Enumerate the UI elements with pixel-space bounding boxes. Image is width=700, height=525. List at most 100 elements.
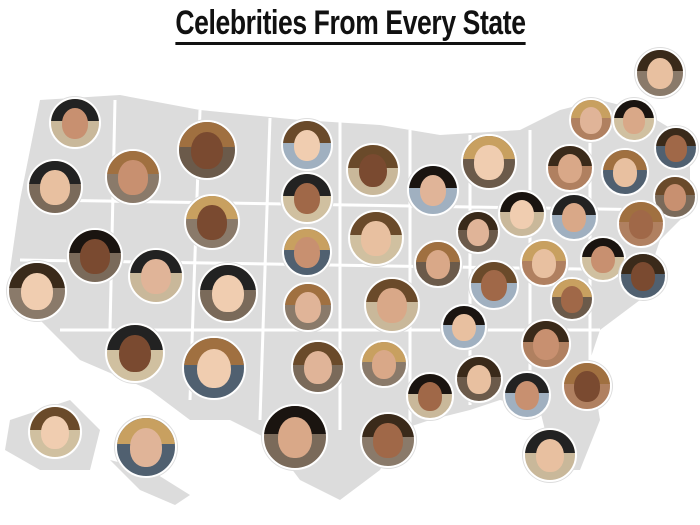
- portrait-face: [197, 348, 231, 389]
- portrait-face: [21, 273, 53, 311]
- portrait-face: [212, 275, 244, 313]
- portrait-face: [574, 371, 600, 402]
- celebrity-portrait: [128, 248, 184, 304]
- portrait-face: [466, 219, 490, 246]
- portrait-face: [425, 249, 451, 279]
- celebrity-portrait: [520, 239, 568, 287]
- celebrity-portrait: [406, 372, 454, 420]
- portrait-face: [612, 157, 638, 187]
- portrait-face: [294, 237, 320, 268]
- celebrity-portrait: [291, 340, 345, 394]
- celebrity-portrait: [550, 193, 598, 241]
- portrait-face: [647, 58, 673, 89]
- portrait-face: [536, 439, 564, 472]
- celebrity-portrait: [281, 172, 333, 224]
- portrait-face: [61, 107, 89, 140]
- celebrity-portrait: [635, 48, 685, 98]
- celebrity-portrait: [441, 304, 487, 350]
- celebrity-portrait: [612, 98, 656, 142]
- celebrity-portrait: [115, 416, 177, 478]
- celebrity-portrait: [360, 340, 408, 388]
- celebrity-portrait: [184, 194, 240, 250]
- portrait-face: [452, 313, 476, 342]
- celebrity-portrait: [282, 227, 332, 277]
- portrait-face: [628, 209, 654, 239]
- portrait-face: [197, 205, 227, 240]
- portrait-face: [293, 129, 321, 162]
- portrait-face: [293, 182, 321, 215]
- page-title: Celebrities From Every State: [174, 4, 525, 45]
- celebrity-portrait: [283, 282, 333, 332]
- celebrity-portrait: [619, 252, 667, 300]
- portrait-face: [466, 364, 492, 394]
- celebrity-portrait: [617, 200, 665, 248]
- celebrity-portrait: [503, 371, 551, 419]
- portrait-face: [277, 417, 313, 459]
- celebrity-portrait: [198, 263, 258, 323]
- portrait-face: [560, 286, 584, 313]
- portrait-face: [359, 154, 387, 187]
- portrait-face: [41, 416, 69, 449]
- portrait-face: [622, 107, 646, 134]
- portrait-face: [304, 351, 332, 384]
- celebrity-portrait: [364, 277, 420, 333]
- portrait-face: [664, 135, 688, 162]
- portrait-face: [191, 132, 223, 170]
- celebrity-portrait: [580, 236, 626, 282]
- celebrity-portrait: [546, 144, 594, 192]
- portrait-face: [579, 107, 603, 134]
- celebrity-portrait: [601, 148, 649, 196]
- celebrity-portrait: [455, 355, 503, 403]
- celebrity-portrait: [498, 190, 546, 238]
- portrait-face: [295, 292, 321, 323]
- celebrity-portrait: [27, 159, 83, 215]
- celebrity-portrait: [521, 319, 571, 369]
- celebrity-portrait: [562, 361, 612, 411]
- portrait-face: [80, 239, 110, 274]
- portrait-face: [371, 349, 397, 379]
- portrait-face: [514, 380, 540, 410]
- celebrity-portrait: [105, 149, 161, 205]
- portrait-face: [561, 202, 587, 232]
- title-bar: Celebrities From Every State: [0, 4, 700, 45]
- portrait-face: [509, 199, 535, 229]
- portrait-face: [630, 261, 656, 291]
- celebrity-portrait: [67, 228, 123, 284]
- celebrity-portrait: [28, 405, 82, 459]
- portrait-face: [591, 245, 615, 274]
- celebrity-portrait: [654, 126, 698, 170]
- portrait-face: [557, 153, 583, 183]
- celebrity-portrait: [177, 120, 237, 180]
- portrait-face: [119, 335, 151, 373]
- portrait-face: [361, 221, 391, 256]
- celebrity-portrait: [523, 428, 577, 482]
- celebrity-portrait: [414, 240, 462, 288]
- celebrity-portrait: [346, 143, 400, 197]
- celebrity-portrait: [550, 277, 594, 321]
- celebrity-portrait: [407, 164, 459, 216]
- celebrity-portrait: [49, 97, 101, 149]
- celebrity-portrait: [456, 210, 500, 254]
- celebrity-portrait: [105, 323, 165, 383]
- portrait-face: [40, 170, 70, 205]
- portrait-face: [474, 145, 504, 180]
- portrait-face: [533, 329, 559, 360]
- portrait-face: [377, 288, 407, 323]
- celebrity-portrait: [461, 134, 517, 190]
- celebrity-portrait: [262, 404, 328, 470]
- celebrity-portrait: [182, 336, 246, 400]
- portrait-face: [118, 160, 148, 195]
- portrait-face: [129, 428, 163, 467]
- portrait-face: [373, 423, 403, 458]
- celebrity-portrait: [281, 119, 333, 171]
- portrait-face: [417, 381, 443, 411]
- celebrity-portrait: [348, 210, 404, 266]
- celebrity-portrait: [469, 260, 519, 310]
- portrait-face: [663, 184, 687, 211]
- portrait-face: [141, 259, 171, 294]
- portrait-face: [531, 248, 557, 278]
- portrait-face: [419, 174, 447, 207]
- celebrity-portrait: [7, 261, 67, 321]
- celebrity-portrait: [360, 412, 416, 468]
- portrait-face: [481, 270, 507, 301]
